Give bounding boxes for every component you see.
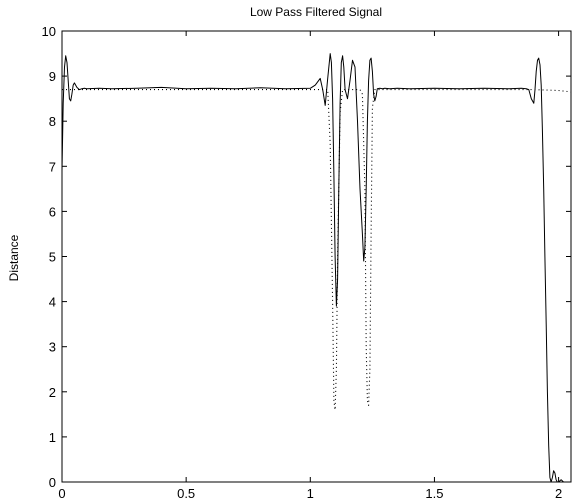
y-axis: 0 1 2 3 4 5 6 7 8 9 10 (42, 24, 571, 490)
y-tick-label: 4 (49, 295, 56, 310)
series-line-2 (62, 89, 572, 411)
y-tick-label: 2 (49, 385, 56, 400)
x-axis: 0 0.5 1 1.5 2 (58, 31, 562, 501)
x-tick-label: 0.5 (177, 486, 195, 501)
x-tick-label: 2 (555, 486, 562, 501)
y-tick-label: 8 (49, 114, 56, 129)
y-tick-label: 1 (49, 430, 56, 445)
series-layer (61, 53, 572, 483)
plot-area-frame (61, 30, 572, 483)
x-tick-label: 0 (58, 486, 65, 501)
chart-title: Low Pass Filtered Signal (250, 5, 382, 19)
series-line-1 (61, 53, 571, 483)
y-tick-label: 6 (49, 204, 56, 219)
x-tick-label: 1 (307, 486, 314, 501)
y-tick-label: 5 (49, 250, 56, 265)
y-tick-label: 9 (49, 69, 56, 84)
y-tick-label: 0 (49, 475, 56, 490)
y-tick-label: 3 (49, 340, 56, 355)
y-tick-label: 7 (49, 159, 56, 174)
y-tick-label: 10 (42, 24, 56, 39)
x-tick-label: 1.5 (425, 486, 443, 501)
y-axis-title: Distance (7, 234, 21, 281)
